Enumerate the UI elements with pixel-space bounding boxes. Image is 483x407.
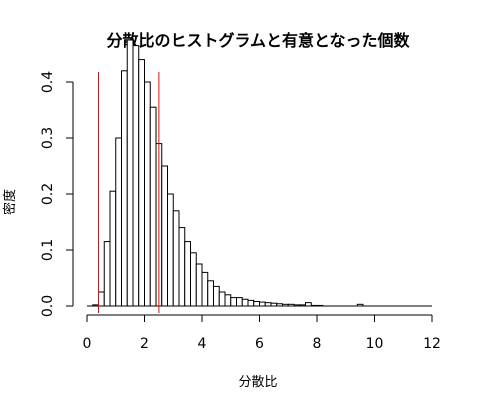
histogram-bar <box>190 252 197 307</box>
histogram-bar <box>236 297 243 307</box>
histogram-bar <box>224 294 232 307</box>
histogram-bars <box>87 39 432 307</box>
histogram-bar <box>305 302 312 307</box>
histogram-bar <box>149 106 157 307</box>
y-tick-label: 0.3 <box>40 127 56 149</box>
x-tick-label: 0 <box>83 336 92 352</box>
histogram-bar <box>121 70 128 307</box>
y-tick-label: 0.1 <box>40 239 56 261</box>
y-tick-label: 0.0 <box>40 295 56 317</box>
x-tick-label: 4 <box>198 336 207 352</box>
chart-title: 分散比のヒストグラムと有意となった個数 <box>106 31 410 50</box>
histogram-bar <box>218 291 226 307</box>
y-axis-title: 密度 <box>2 189 18 215</box>
histogram-bar <box>253 301 260 307</box>
histogram-bar <box>247 299 255 307</box>
x-tick-label: 12 <box>423 336 441 352</box>
histogram-bar <box>98 291 105 307</box>
x-axis: 0 2 4 6 8 10 12 <box>83 314 441 352</box>
histogram-bar <box>115 137 122 307</box>
histogram-bar <box>178 227 186 307</box>
histogram-bar <box>230 297 237 307</box>
histogram-bar <box>195 263 203 307</box>
y-tick-label: 0.2 <box>40 183 56 205</box>
histogram-bar <box>172 210 180 307</box>
histogram-bar <box>264 302 272 307</box>
y-axis: 0.0 0.1 0.2 0.3 0.4 <box>40 71 74 317</box>
critical-value-lines <box>98 72 160 313</box>
x-tick-label: 2 <box>140 336 149 352</box>
histogram-bar <box>103 241 111 307</box>
x-axis-title: 分散比 <box>238 375 277 390</box>
x-tick-label: 8 <box>313 336 322 352</box>
histogram-bar <box>213 285 220 307</box>
histogram-bar <box>144 81 151 307</box>
histogram-bar <box>241 298 249 307</box>
histogram-bar <box>132 45 140 307</box>
x-tick-label: 6 <box>255 336 264 352</box>
histogram-bar <box>184 241 191 307</box>
histogram-bar <box>167 193 174 307</box>
histogram-bar <box>201 271 209 307</box>
histogram-bar <box>109 190 117 307</box>
histogram-bar <box>126 39 134 307</box>
histogram-bar <box>207 280 214 307</box>
histogram-bar <box>161 165 168 307</box>
histogram-bar <box>259 301 266 307</box>
y-tick-label: 0.4 <box>40 71 56 93</box>
histogram-bar <box>138 59 145 307</box>
x-tick-label: 10 <box>366 336 384 352</box>
